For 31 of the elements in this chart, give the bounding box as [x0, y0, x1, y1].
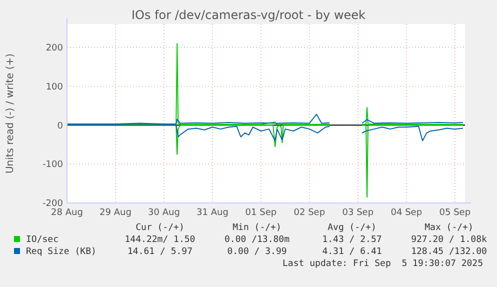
- text: 0.00 / 3.99: [227, 247, 287, 257]
- x-tick-label: 02 Sep: [294, 208, 326, 218]
- text: 0.00 /13.80m: [224, 235, 290, 245]
- x-tick-label: 01 Sep: [245, 208, 277, 218]
- chart-title: IOs for /dev/cameras-vg/root - by week: [132, 8, 366, 22]
- text: 927.20 / 1.08k: [411, 235, 488, 245]
- text: 128.45 /132.00: [411, 247, 487, 257]
- text: 1.43 / 2.57: [322, 235, 382, 245]
- y-axis-title: Units read (-) / write (+): [5, 53, 16, 174]
- x-tick-label: 03 Sep: [342, 208, 374, 218]
- y-tick-label: -200: [42, 199, 64, 210]
- text: Cur (-/+): [136, 223, 184, 233]
- text: Last update: Fri Sep 5 19:30:07 2025: [282, 259, 483, 269]
- text: Avg (-/+): [328, 223, 376, 233]
- x-tick-label: 30 Aug: [148, 208, 180, 218]
- text: 14.61 / 5.97: [127, 247, 193, 257]
- y-tick-label: 200: [46, 44, 64, 54]
- x-tick-label: 29 Aug: [100, 208, 132, 218]
- x-tick-label: 28 Aug: [51, 208, 83, 218]
- text: 144.22m/ 1.50: [124, 235, 196, 245]
- x-tick-label: 31 Aug: [196, 208, 228, 218]
- x-tick-label: 04 Sep: [390, 208, 422, 218]
- y-tick-label: -100: [42, 160, 64, 170]
- text: Max (-/+): [424, 223, 474, 233]
- text: Min (-/+): [232, 223, 282, 233]
- legend-label: IO/sec: [26, 235, 59, 245]
- x-tick-label: 05 Sep: [439, 208, 471, 218]
- y-tick-label: 0: [57, 121, 64, 132]
- legend-label: Req Size (KB): [26, 247, 96, 257]
- y-tick-label: 100: [46, 82, 64, 92]
- text: 4.31 / 6.41: [322, 247, 382, 257]
